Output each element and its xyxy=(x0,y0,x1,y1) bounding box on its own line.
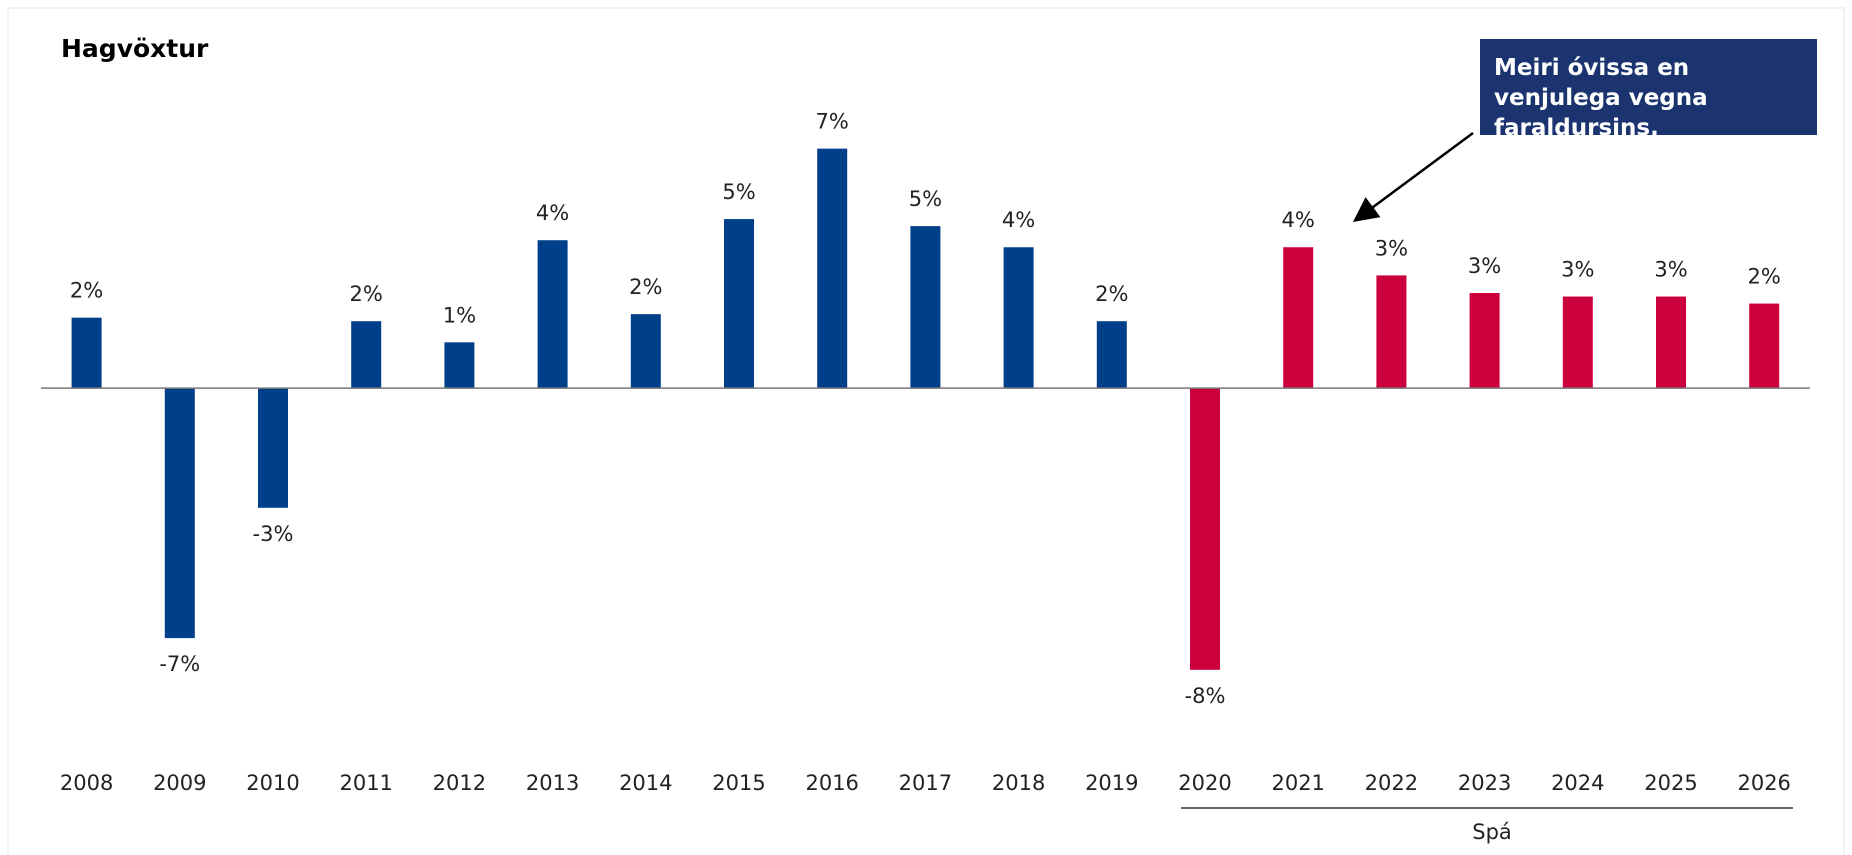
bar xyxy=(1469,293,1500,389)
data-label: -3% xyxy=(253,522,294,546)
bar xyxy=(71,317,102,389)
x-tick-label: 2025 xyxy=(1644,771,1697,795)
x-tick-label: 2021 xyxy=(1271,771,1324,795)
frame xyxy=(7,7,1845,855)
bar xyxy=(724,219,754,389)
x-tick-label: 2014 xyxy=(619,771,672,795)
x-tick-label: 2018 xyxy=(992,771,1045,795)
x-tick-label: 2013 xyxy=(526,771,579,795)
bar xyxy=(817,148,848,389)
bar xyxy=(1096,321,1127,389)
x-tick-label: 2022 xyxy=(1365,771,1418,795)
data-label: 4% xyxy=(1282,208,1315,232)
bar xyxy=(1190,388,1220,670)
bar xyxy=(1749,303,1780,389)
bar xyxy=(1376,275,1407,389)
data-label: 3% xyxy=(1375,236,1408,260)
x-tick-label: 2009 xyxy=(153,771,206,795)
data-label: -8% xyxy=(1185,684,1226,708)
data-label: 1% xyxy=(443,303,476,327)
bar xyxy=(1656,296,1686,389)
annotation-arrow xyxy=(1352,131,1474,222)
bar xyxy=(537,240,568,389)
data-label: 2% xyxy=(1748,265,1781,289)
data-label: 2% xyxy=(1095,282,1128,306)
bar xyxy=(164,388,195,639)
data-label: 2% xyxy=(350,282,383,306)
x-tick-label: 2020 xyxy=(1178,771,1231,795)
data-label: 4% xyxy=(1002,208,1035,232)
data-label: 3% xyxy=(1561,258,1594,282)
bar xyxy=(258,388,288,508)
x-tick-label: 2019 xyxy=(1085,771,1138,795)
data-label: -7% xyxy=(159,652,200,676)
x-tick-label: 2026 xyxy=(1737,771,1790,795)
x-tick-label: 2015 xyxy=(712,771,765,795)
data-label: 5% xyxy=(722,180,755,204)
data-label: 4% xyxy=(536,201,569,225)
x-tick-label: 2024 xyxy=(1551,771,1604,795)
x-tick-label: 2017 xyxy=(899,771,952,795)
bar xyxy=(1562,296,1593,389)
chart-title: Hagvöxtur xyxy=(61,34,209,63)
x-tick-label: 2023 xyxy=(1458,771,1511,795)
forecast-label: Spá xyxy=(1472,820,1512,844)
data-label: 7% xyxy=(816,110,849,134)
x-tick-label: 2008 xyxy=(60,771,113,795)
bar xyxy=(351,321,382,389)
bar xyxy=(630,314,661,389)
x-tick-label: 2010 xyxy=(246,771,299,795)
data-label: 2% xyxy=(70,279,103,303)
data-label: 3% xyxy=(1468,254,1501,278)
bar xyxy=(910,226,941,389)
data-label: 5% xyxy=(909,187,942,211)
data-label: 3% xyxy=(1654,258,1687,282)
annotation: Meiri óvissa en venjulega vegna faraldur… xyxy=(1480,39,1817,141)
bar xyxy=(1003,247,1034,389)
data-label: 2% xyxy=(629,275,662,299)
x-tick-label: 2012 xyxy=(433,771,486,795)
bar xyxy=(444,342,475,389)
bar xyxy=(1283,247,1314,389)
x-tick-label: 2011 xyxy=(339,771,392,795)
x-tick-label: 2016 xyxy=(805,771,858,795)
